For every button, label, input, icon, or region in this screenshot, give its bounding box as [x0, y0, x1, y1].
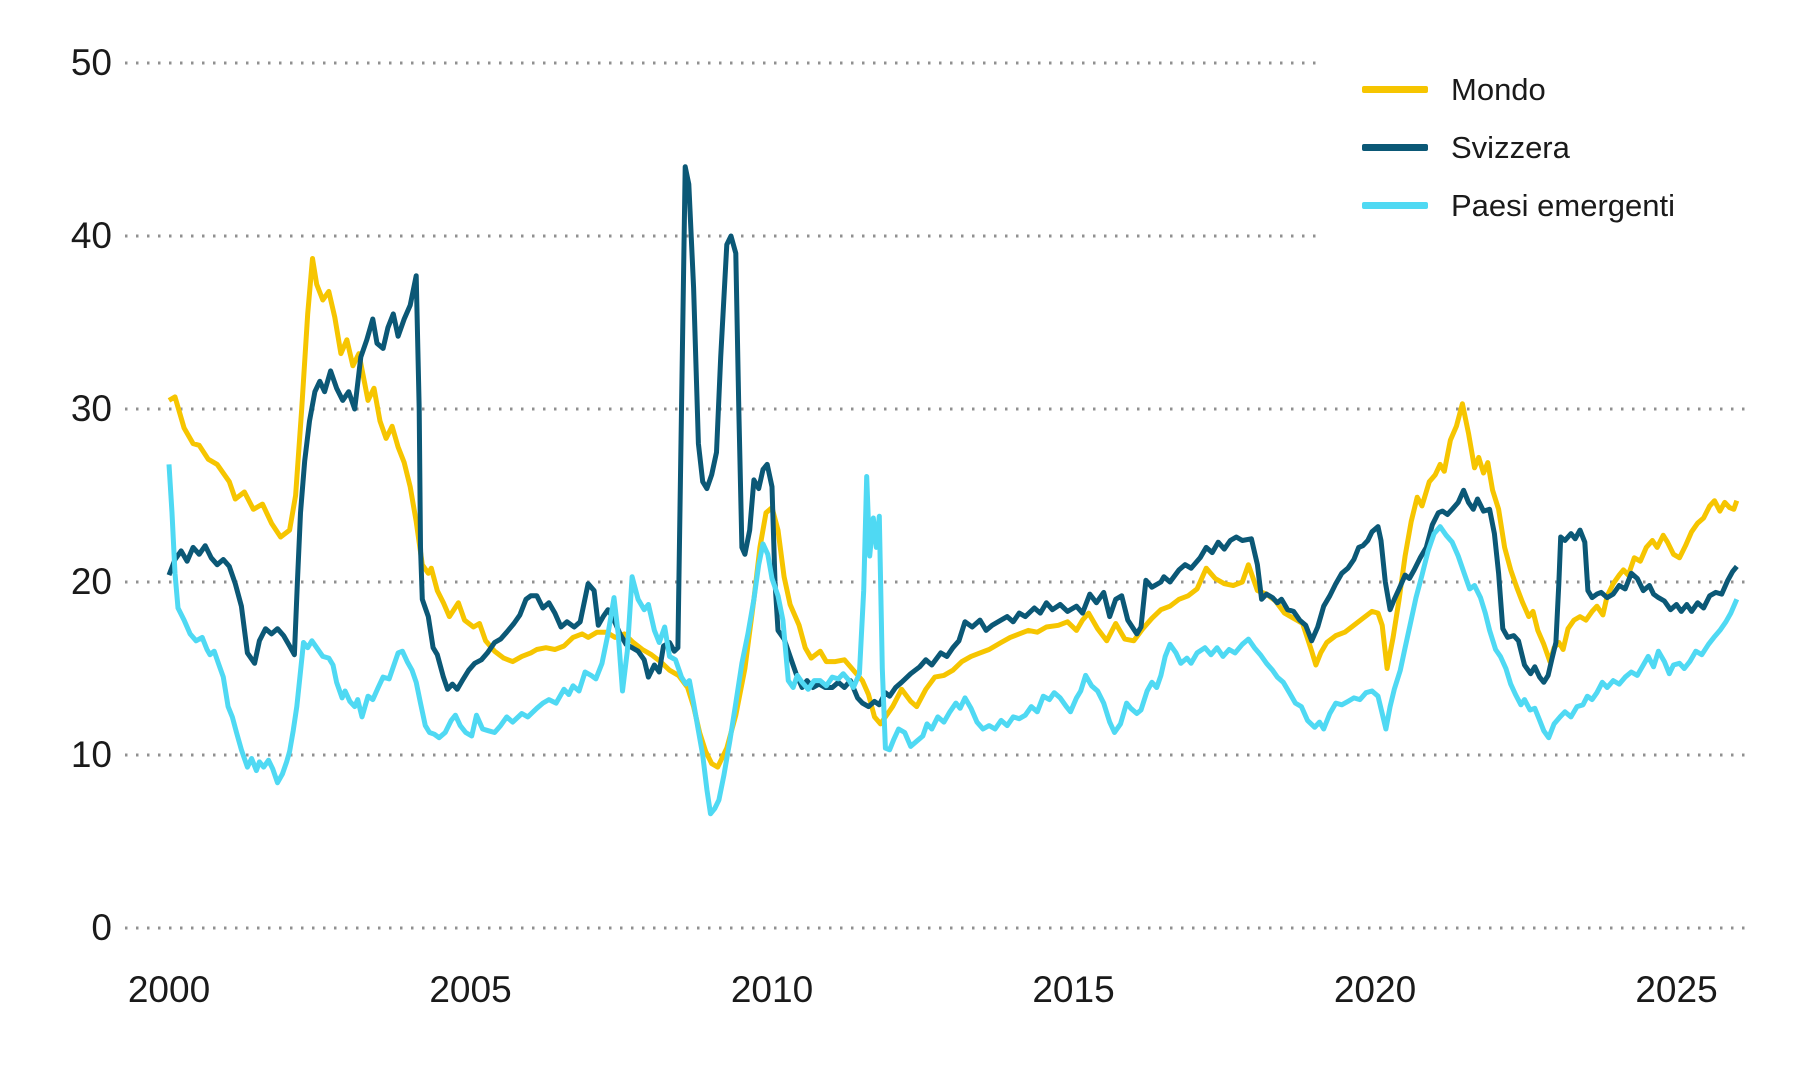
legend-item-mondo: Mondo [1316, 63, 1776, 116]
y-axis-tick-labels: 0 10 20 30 40 50 [71, 42, 112, 948]
legend-item-paesi-emergenti: Paesi emergenti [1316, 179, 1776, 232]
x-tick-2020: 2020 [1334, 969, 1416, 1010]
series-line-svizzera [166, 164, 1739, 710]
legend-label: Svizzera [1451, 130, 1570, 165]
legend-item-svizzera: Svizzera [1316, 121, 1776, 174]
y-tick-30: 30 [71, 388, 112, 429]
y-tick-50: 50 [71, 42, 112, 83]
legend-label: Mondo [1451, 72, 1546, 107]
legend-swatch-icon [1362, 86, 1428, 93]
legend-swatch-icon [1362, 144, 1428, 151]
y-tick-40: 40 [71, 215, 112, 256]
x-tick-2005: 2005 [429, 969, 511, 1010]
series-lines [166, 164, 1740, 817]
legend: Mondo Svizzera Paesi emergenti [1316, 55, 1776, 240]
legend-swatch-icon [1362, 202, 1428, 209]
series-line-paesi-emergenti [166, 464, 1740, 817]
series-line-mondo [167, 256, 1740, 770]
y-tick-20: 20 [71, 561, 112, 602]
y-tick-0: 0 [91, 907, 112, 948]
x-tick-2000: 2000 [128, 969, 210, 1010]
x-axis-tick-labels: 2000 2005 2010 2015 2020 2025 [128, 969, 1718, 1010]
x-tick-2010: 2010 [731, 969, 813, 1010]
x-tick-2025: 2025 [1635, 969, 1717, 1010]
legend-label: Paesi emergenti [1451, 188, 1676, 223]
y-tick-10: 10 [71, 734, 112, 775]
x-tick-2015: 2015 [1032, 969, 1114, 1010]
